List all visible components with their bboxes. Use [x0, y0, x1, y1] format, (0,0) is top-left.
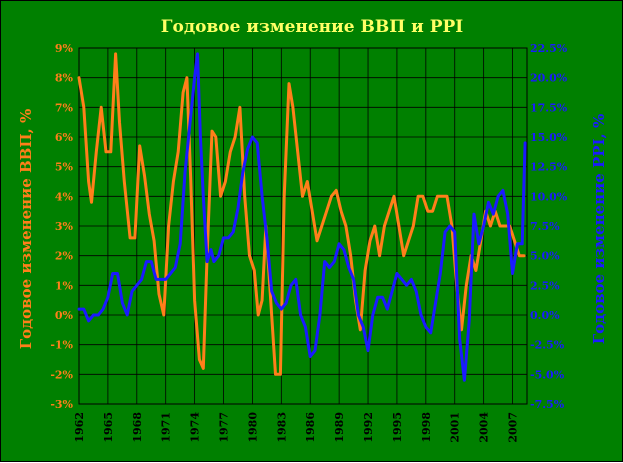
y-axis-label-right: Годовое изменение PPI, %: [590, 114, 608, 345]
right-tick-label: 2.5%: [530, 279, 560, 292]
x-tick-label: 2007: [507, 412, 520, 443]
x-tick-label: 1986: [304, 412, 317, 443]
right-tick-label: -7.5%: [530, 398, 565, 411]
x-tick-label: 1962: [73, 412, 86, 443]
series-line-gdp: [77, 52, 526, 376]
right-tick-label: 7.5%: [530, 220, 560, 233]
x-tick-label: 1998: [420, 412, 433, 443]
right-tick-label: 12.5%: [530, 161, 568, 174]
left-tick-label: 9%: [55, 42, 74, 55]
left-tick-label: 0%: [55, 309, 74, 322]
x-tick-label: 1980: [246, 412, 259, 443]
left-tick-label: 1%: [55, 279, 74, 292]
right-tick-label: -2.5%: [530, 339, 565, 352]
chart-title: Годовое изменение ВВП и PPI: [161, 17, 464, 37]
x-tick-label: 1971: [160, 412, 173, 443]
left-tick-label: 4%: [55, 190, 74, 203]
right-tick-label: -5.0%: [530, 368, 565, 381]
x-tick-label: 1995: [391, 412, 404, 443]
left-tick-label: 8%: [55, 72, 74, 85]
left-tick-label: 6%: [55, 131, 74, 144]
x-tick-label: 1968: [131, 412, 144, 443]
left-tick-label: 3%: [55, 220, 74, 233]
right-tick-label: 20.0%: [530, 72, 568, 85]
left-tick-label: -1%: [50, 339, 73, 352]
right-tick-label: 17.5%: [530, 101, 568, 114]
right-axis-ticks: 22.5% 20.0% 17.5% 15.0% 12.5% 10.0% 7.5% 5.0% 2.…: [530, 42, 568, 411]
x-tick-label: 1983: [275, 412, 288, 443]
right-tick-label: 15.0%: [530, 131, 568, 144]
left-tick-label: 2%: [55, 250, 74, 263]
series-line-ppi: [77, 52, 527, 382]
x-tick-label: 2004: [478, 412, 491, 443]
series-group: [77, 52, 527, 382]
x-tick-label: 1989: [333, 412, 346, 443]
x-tick-label: 1992: [362, 412, 375, 443]
x-tick-label: 1974: [189, 412, 202, 443]
right-tick-label: 5.0%: [530, 250, 560, 263]
left-tick-label: 5%: [55, 161, 74, 174]
y-axis-label-left: Годовое изменение ВВП, %: [17, 109, 35, 349]
right-tick-label: 10.0%: [530, 190, 568, 203]
left-tick-label: -3%: [50, 398, 73, 411]
left-axis-ticks: 9% 8% 7% 6% 5% 4% 3% 2% 1% 0% -1% -2% -3%: [50, 42, 73, 411]
x-tick-label: 1977: [218, 412, 231, 443]
left-tick-label: 7%: [55, 101, 74, 114]
right-tick-label: 22.5%: [530, 42, 568, 55]
x-tick-label: 2001: [449, 412, 462, 443]
x-tick-label: 1965: [102, 412, 115, 443]
right-tick-label: 0.0%: [530, 309, 560, 322]
x-axis-ticks: 1962 1965 1968 1971 1974 1977 1980 1983 1986 1989…: [73, 412, 520, 443]
left-tick-label: -2%: [50, 368, 73, 381]
